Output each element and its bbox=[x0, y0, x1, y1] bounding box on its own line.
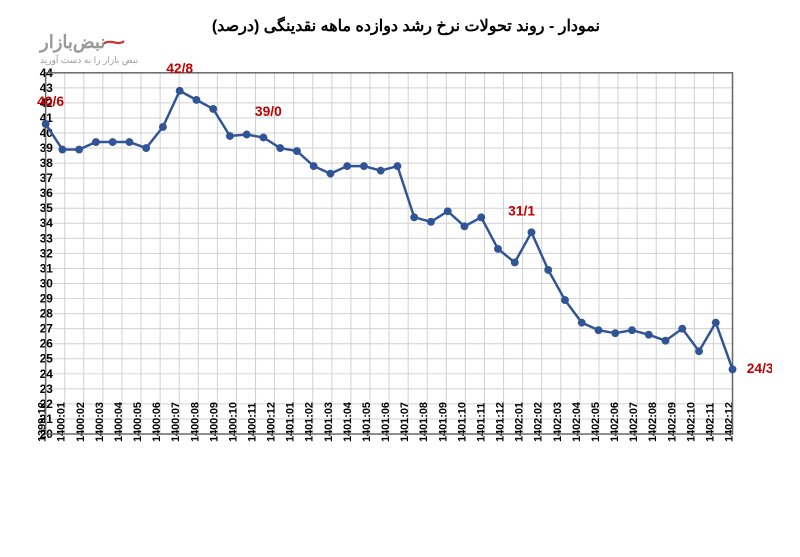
logo-main: نبض‌بازار⁓ bbox=[40, 32, 138, 53]
svg-text:1400:11: 1400:11 bbox=[247, 403, 259, 442]
svg-text:42/8: 42/8 bbox=[166, 60, 193, 76]
svg-text:1401:01: 1401:01 bbox=[285, 402, 297, 442]
svg-text:1400:07: 1400:07 bbox=[170, 402, 182, 442]
svg-text:1401:07: 1401:07 bbox=[399, 402, 411, 442]
svg-text:1400:09: 1400:09 bbox=[208, 402, 220, 442]
svg-text:32: 32 bbox=[40, 246, 54, 260]
svg-text:1402:07: 1402:07 bbox=[628, 402, 640, 442]
svg-text:1402:11: 1402:11 bbox=[704, 403, 716, 442]
svg-text:29: 29 bbox=[40, 292, 54, 306]
svg-text:36: 36 bbox=[40, 186, 54, 200]
svg-text:1400:01: 1400:01 bbox=[56, 402, 68, 442]
svg-text:23: 23 bbox=[40, 382, 54, 396]
svg-text:1400:04: 1400:04 bbox=[113, 402, 125, 442]
svg-text:1401:10: 1401:10 bbox=[456, 402, 468, 442]
svg-text:1401:08: 1401:08 bbox=[418, 402, 430, 442]
svg-text:1400:06: 1400:06 bbox=[151, 402, 163, 442]
svg-text:1401:03: 1401:03 bbox=[323, 402, 335, 442]
svg-text:38: 38 bbox=[40, 156, 54, 170]
svg-text:1402:03: 1402:03 bbox=[552, 402, 564, 442]
svg-text:39: 39 bbox=[40, 141, 54, 155]
svg-text:30: 30 bbox=[40, 276, 54, 290]
svg-text:37: 37 bbox=[40, 171, 54, 185]
svg-text:27: 27 bbox=[40, 322, 54, 336]
svg-text:1401:09: 1401:09 bbox=[437, 402, 449, 442]
svg-text:1401:06: 1401:06 bbox=[380, 402, 392, 442]
svg-text:1400:05: 1400:05 bbox=[132, 402, 144, 442]
svg-text:1400:10: 1400:10 bbox=[227, 402, 239, 442]
svg-text:1402:01: 1402:01 bbox=[514, 402, 526, 442]
svg-text:25: 25 bbox=[40, 352, 54, 366]
svg-text:1402:09: 1402:09 bbox=[666, 402, 678, 442]
svg-text:1402:12: 1402:12 bbox=[724, 402, 736, 442]
svg-text:1401:12: 1401:12 bbox=[495, 402, 507, 442]
heartbeat-icon: ⁓ bbox=[104, 32, 124, 53]
svg-text:1402:05: 1402:05 bbox=[590, 402, 602, 442]
svg-text:1401:02: 1401:02 bbox=[304, 402, 316, 442]
svg-text:35: 35 bbox=[40, 201, 54, 215]
svg-text:1402:04: 1402:04 bbox=[571, 402, 583, 442]
svg-text:39/0: 39/0 bbox=[255, 103, 282, 119]
svg-text:1402:10: 1402:10 bbox=[685, 402, 697, 442]
svg-text:1401:11: 1401:11 bbox=[475, 403, 487, 442]
svg-text:1400:12: 1400:12 bbox=[266, 402, 278, 442]
chart-title: نمودار - روند تحولات نرخ رشد دوازده ماهه… bbox=[212, 16, 600, 36]
svg-text:26: 26 bbox=[40, 337, 54, 351]
svg-text:1401:05: 1401:05 bbox=[361, 402, 373, 442]
line-chart: 2021222324252627282930313233343536373839… bbox=[18, 58, 772, 510]
svg-text:40/6: 40/6 bbox=[37, 93, 64, 109]
svg-text:1399:12: 1399:12 bbox=[37, 402, 49, 442]
svg-text:1401:04: 1401:04 bbox=[342, 402, 354, 442]
svg-text:28: 28 bbox=[40, 307, 54, 321]
svg-text:24: 24 bbox=[40, 367, 54, 381]
svg-text:33: 33 bbox=[40, 231, 54, 245]
svg-text:1402:06: 1402:06 bbox=[609, 402, 621, 442]
chart-container: 2021222324252627282930313233343536373839… bbox=[58, 58, 772, 490]
svg-text:1400:03: 1400:03 bbox=[94, 402, 106, 442]
svg-text:1402:02: 1402:02 bbox=[533, 402, 545, 442]
svg-text:1400:08: 1400:08 bbox=[189, 402, 201, 442]
svg-text:24/3: 24/3 bbox=[747, 360, 772, 376]
svg-text:31: 31 bbox=[40, 261, 54, 275]
svg-text:31/1: 31/1 bbox=[508, 203, 535, 219]
svg-text:1402:08: 1402:08 bbox=[647, 402, 659, 442]
svg-text:1400:02: 1400:02 bbox=[75, 402, 87, 442]
svg-text:34: 34 bbox=[40, 216, 54, 230]
